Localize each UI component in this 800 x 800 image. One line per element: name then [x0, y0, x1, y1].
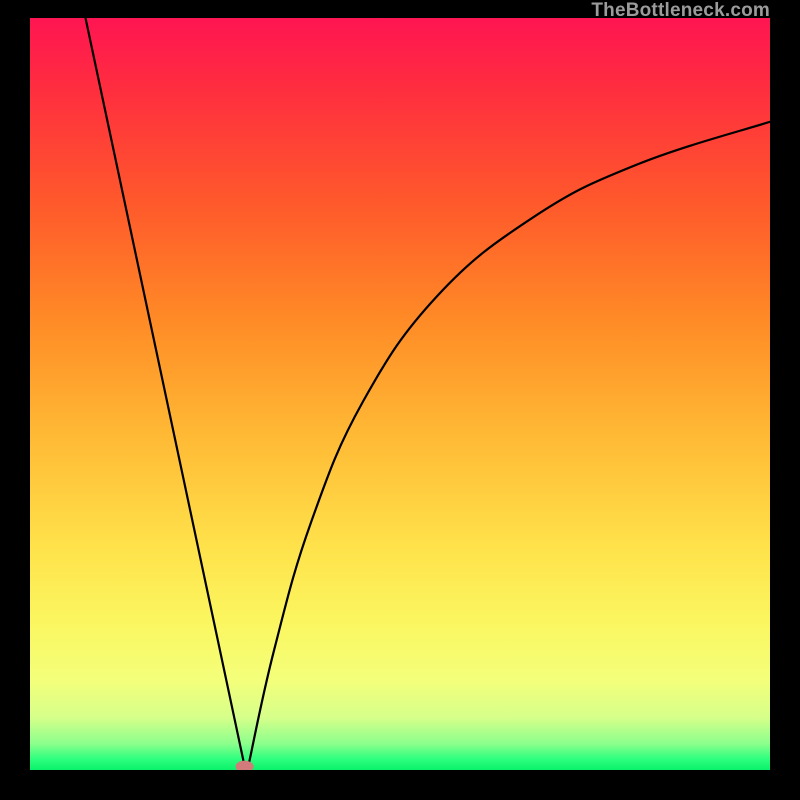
curve-right-branch — [248, 122, 770, 766]
minimum-marker — [236, 761, 254, 770]
bottleneck-curve — [30, 18, 770, 770]
plot-area — [30, 18, 770, 770]
watermark-text: TheBottleneck.com — [591, 0, 770, 22]
chart-frame: TheBottleneck.com — [0, 0, 800, 800]
curve-left-branch — [86, 18, 245, 766]
